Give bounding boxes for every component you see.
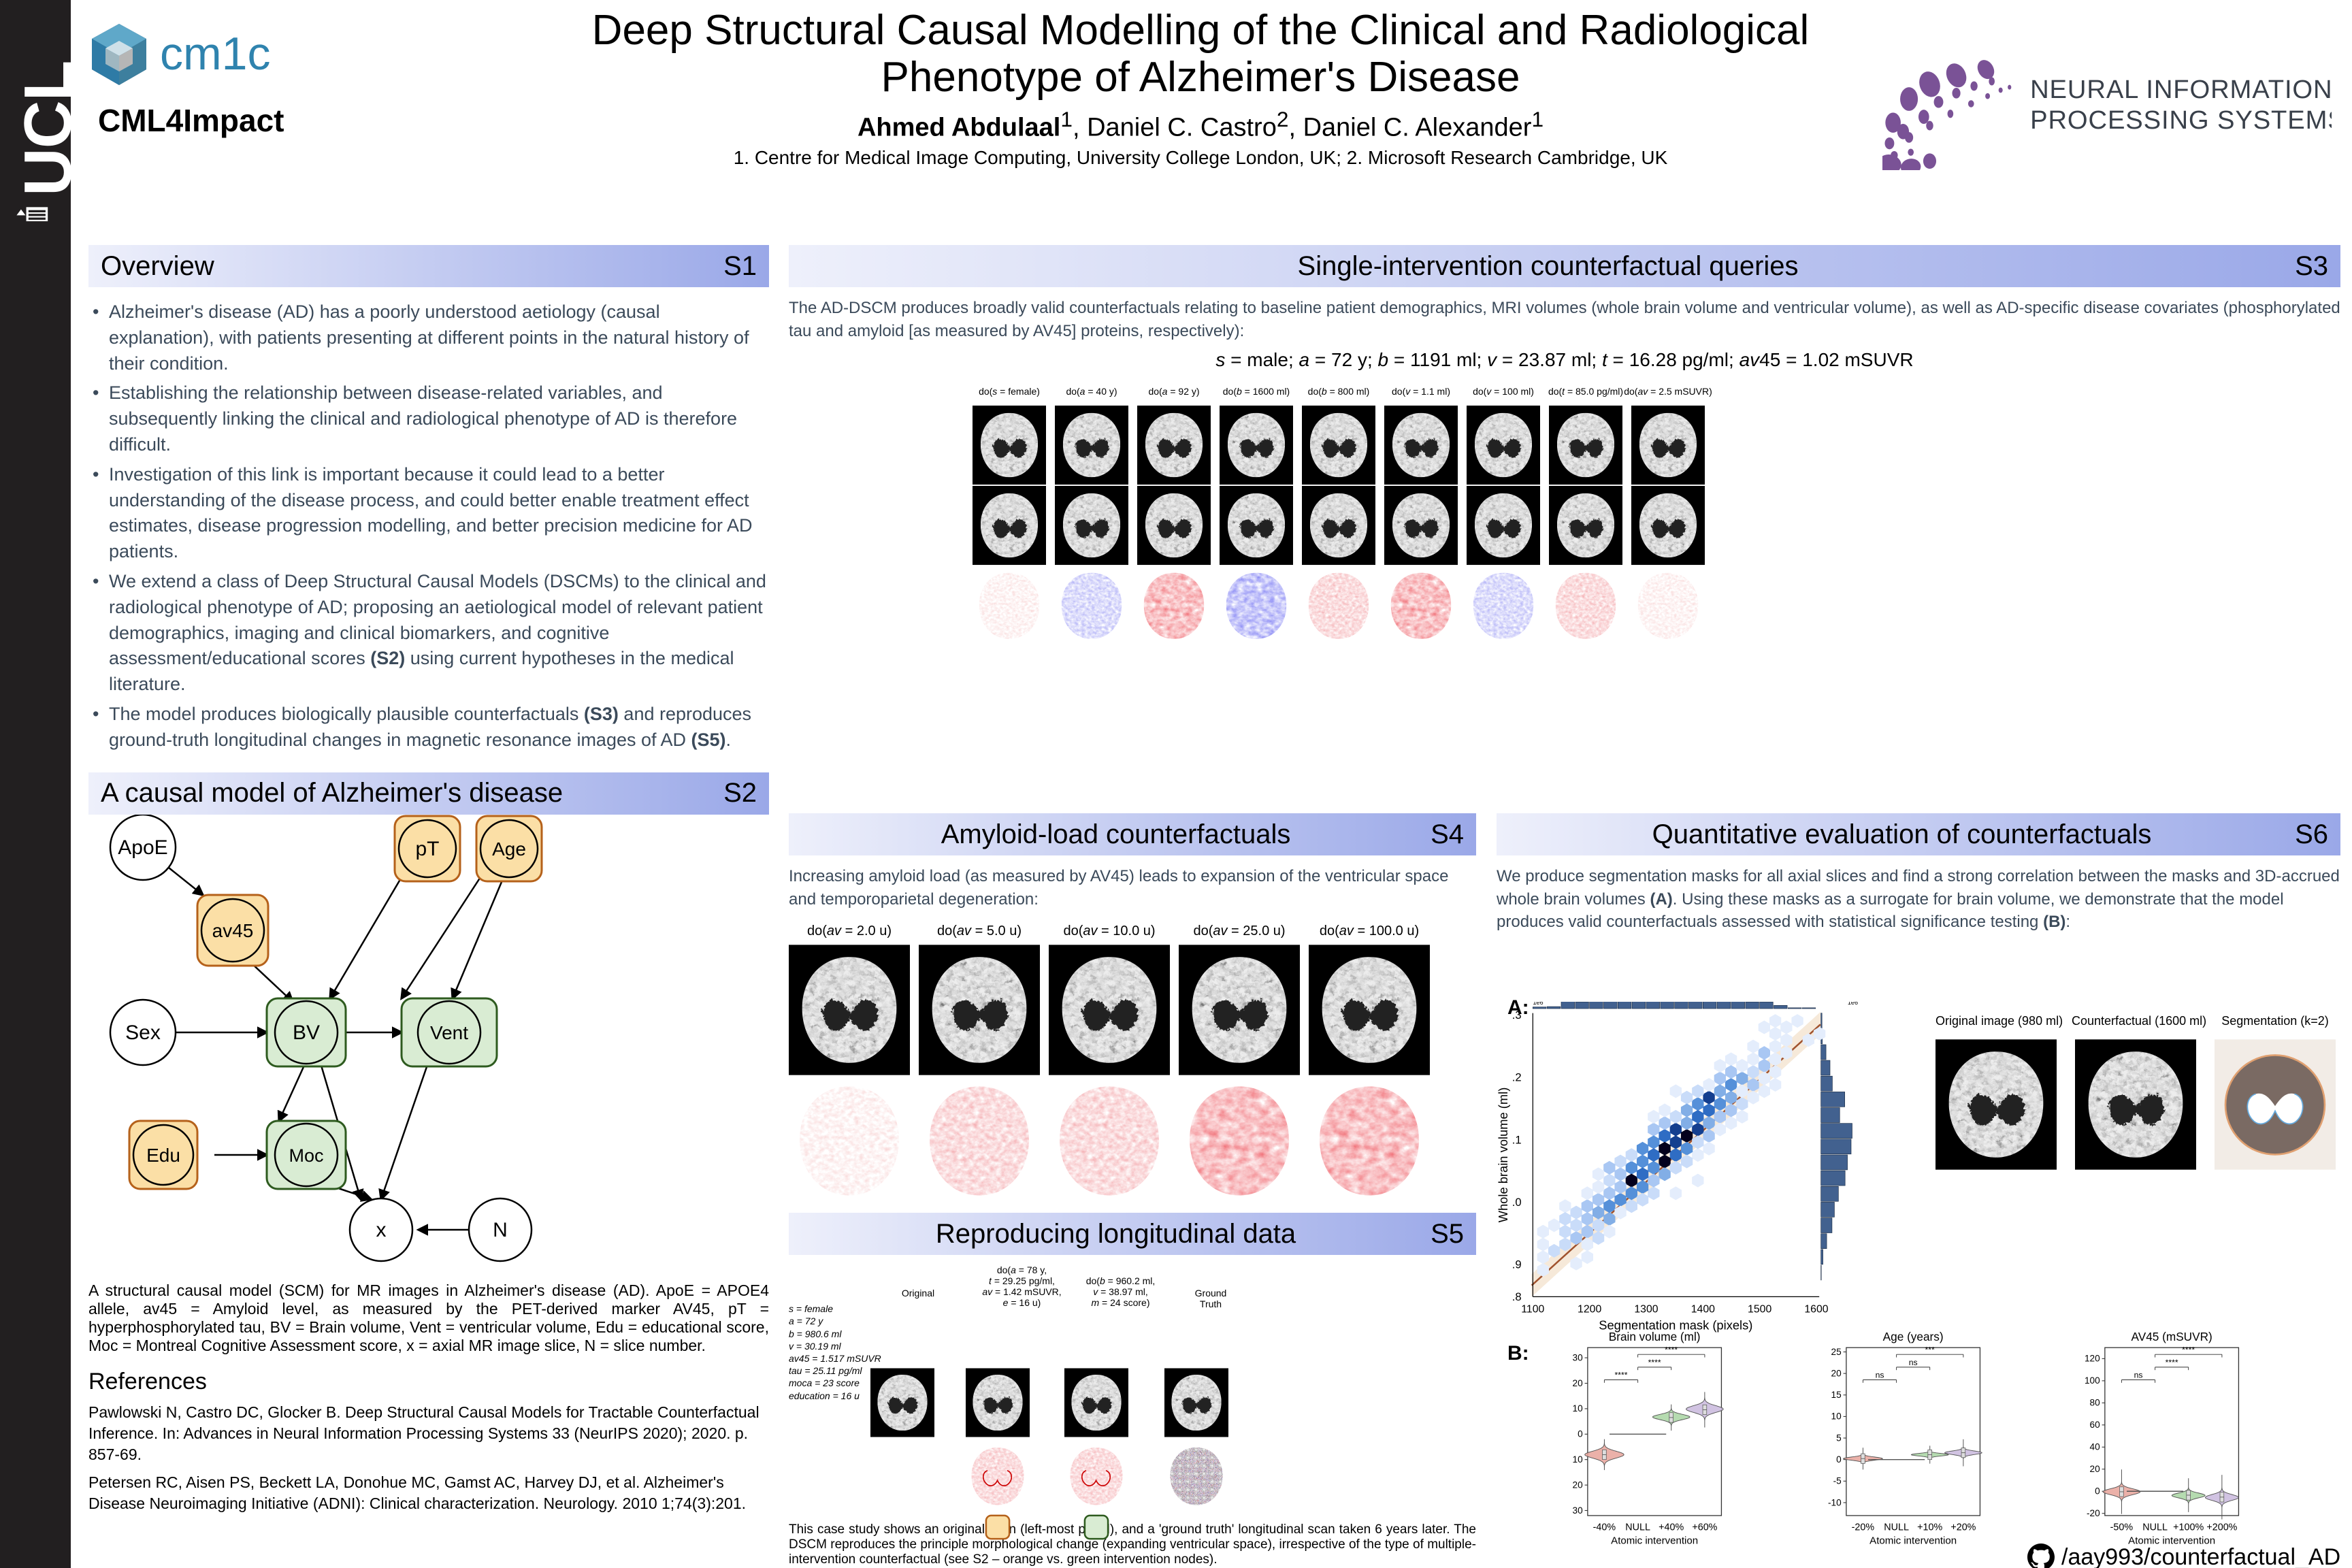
svg-text:Brain volume (ml): Brain volume (ml) (1609, 1330, 1701, 1343)
svg-text:****: **** (1665, 1345, 1678, 1354)
svg-text:-20: -20 (2087, 1508, 2100, 1518)
svg-text:5: 5 (1836, 1433, 1842, 1443)
svg-text:Vent: Vent (430, 1022, 468, 1043)
svg-text:60: 60 (2090, 1420, 2101, 1430)
svg-text:+10%: +10% (1917, 1522, 1942, 1533)
svg-text:80: 80 (2090, 1397, 2101, 1407)
svg-text:-5: -5 (1833, 1475, 1842, 1486)
svg-text:+60%: +60% (1692, 1522, 1717, 1533)
svg-text:av45: av45 (212, 920, 254, 941)
svg-text:N: N (493, 1219, 508, 1241)
svg-text:ns: ns (1909, 1358, 1918, 1367)
svg-text:AV45 (mSUVR): AV45 (mSUVR) (2132, 1330, 2212, 1343)
svg-text:30: 30 (1573, 1352, 1584, 1362)
svg-text:10: 10 (1573, 1403, 1584, 1414)
svg-text:20: 20 (1573, 1480, 1584, 1490)
svg-text:100: 100 (2085, 1375, 2100, 1386)
svg-text:-40%: -40% (1593, 1522, 1616, 1533)
svg-text:Whole brain volume (ml): Whole brain volume (ml) (1497, 1087, 1510, 1222)
svg-text:1400: 1400 (1691, 1303, 1715, 1315)
svg-text:.1: .1 (1512, 1133, 1522, 1146)
svg-text:***: *** (1925, 1345, 1935, 1354)
svg-text:PROCESSING SYSTEMS: PROCESSING SYSTEMS (2030, 105, 2332, 135)
svg-text:1200: 1200 (1578, 1303, 1601, 1315)
svg-text:BV: BV (293, 1022, 320, 1044)
svg-text:.0: .0 (1512, 1196, 1522, 1209)
svg-text:1500: 1500 (1748, 1303, 1771, 1315)
svg-text:Moc: Moc (289, 1145, 323, 1166)
svg-text:25: 25 (1831, 1347, 1842, 1357)
svg-text:****: **** (2166, 1358, 2178, 1367)
svg-text:pT: pT (415, 838, 439, 860)
svg-text:+200%: +200% (2206, 1522, 2237, 1533)
svg-text:1e6: 1e6 (1533, 1002, 1543, 1006)
svg-text:****: **** (1648, 1358, 1661, 1367)
svg-text:NULL: NULL (1884, 1522, 1909, 1533)
svg-text:+40%: +40% (1659, 1522, 1684, 1533)
svg-text:20: 20 (1573, 1378, 1584, 1388)
svg-text:Age (years): Age (years) (1883, 1330, 1944, 1343)
svg-text:20: 20 (1831, 1368, 1842, 1378)
svg-text:.3: .3 (1512, 1009, 1522, 1022)
svg-text:0: 0 (1578, 1428, 1583, 1439)
svg-text:1e6: 1e6 (1848, 1002, 1858, 1006)
svg-text:+100%: +100% (2173, 1522, 2204, 1533)
svg-text:1600: 1600 (1804, 1303, 1828, 1315)
svg-text:.9: .9 (1512, 1258, 1522, 1271)
svg-text:10: 10 (1573, 1454, 1584, 1465)
svg-text:ns: ns (1876, 1370, 1884, 1379)
svg-text:.2: .2 (1512, 1071, 1522, 1083)
svg-text:40: 40 (2090, 1441, 2101, 1452)
svg-text:-10: -10 (1828, 1497, 1842, 1507)
svg-text:.8: .8 (1512, 1290, 1522, 1303)
svg-text:cm1c: cm1c (160, 28, 270, 80)
svg-text:Edu: Edu (146, 1145, 180, 1166)
svg-text:-50%: -50% (2110, 1522, 2134, 1533)
svg-text:15: 15 (1831, 1390, 1842, 1400)
svg-text:ns: ns (2134, 1370, 2143, 1379)
svg-text:Atomic intervention: Atomic intervention (1611, 1535, 1698, 1544)
svg-text:120: 120 (2085, 1353, 2100, 1363)
svg-text:1100: 1100 (1521, 1303, 1544, 1315)
svg-text:-20%: -20% (1852, 1522, 1875, 1533)
svg-text:0: 0 (1836, 1454, 1842, 1465)
svg-text:x: x (376, 1219, 387, 1241)
svg-text:Age: Age (492, 838, 526, 860)
svg-text:1300: 1300 (1634, 1303, 1658, 1315)
svg-text:+20%: +20% (1950, 1522, 1976, 1533)
svg-text:NEURAL INFORMATION: NEURAL INFORMATION (2030, 75, 2332, 104)
svg-text:ApoE: ApoE (118, 836, 167, 859)
svg-text:NULL: NULL (1625, 1522, 1650, 1533)
svg-text:30: 30 (1573, 1505, 1584, 1516)
svg-text:****: **** (2182, 1345, 2195, 1354)
svg-text:20: 20 (2090, 1464, 2101, 1474)
svg-text:Sex: Sex (125, 1022, 161, 1044)
svg-text:0: 0 (2095, 1486, 2100, 1496)
svg-text:10: 10 (1831, 1411, 1842, 1421)
svg-text:NULL: NULL (2142, 1522, 2168, 1533)
svg-text:Atomic intervention: Atomic intervention (1869, 1535, 1957, 1544)
svg-text:****: **** (1615, 1370, 1628, 1379)
